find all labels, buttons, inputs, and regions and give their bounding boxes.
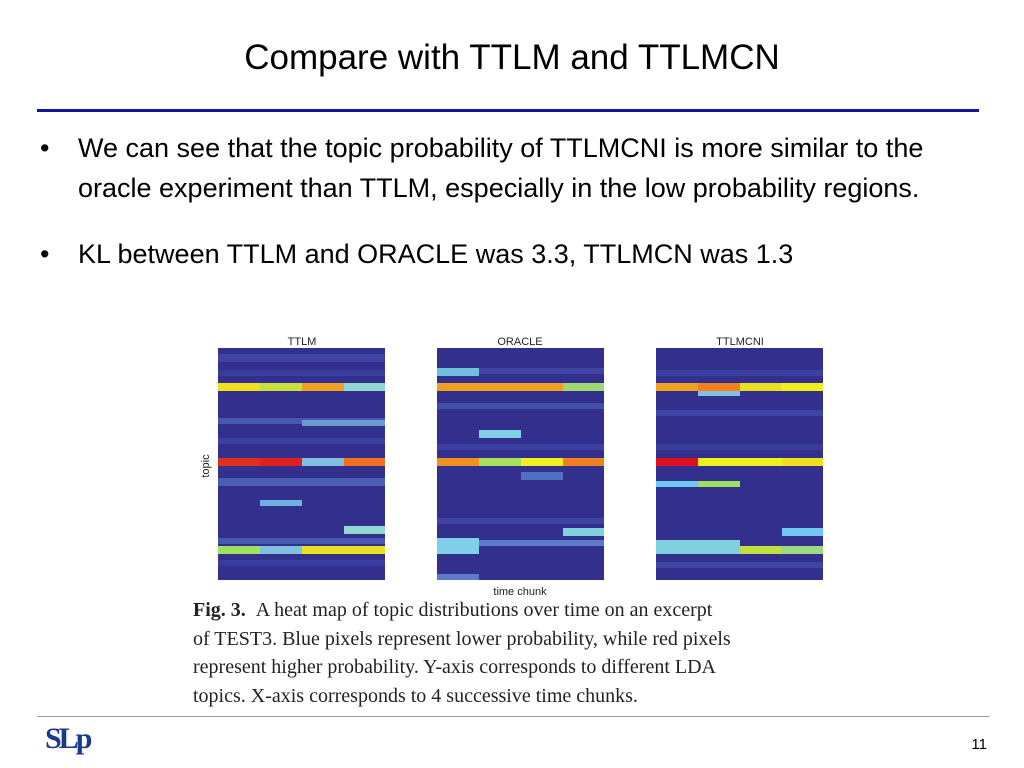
bullet: We can see that the topic probability of… bbox=[38, 128, 998, 208]
caption-line: represent higher probability. Y-axis cor… bbox=[193, 656, 716, 678]
figure-caption: Fig. 3. A heat map of topic distribution… bbox=[193, 596, 731, 710]
page-number: 11 bbox=[971, 736, 987, 753]
panel-title: TTLMCNI bbox=[716, 336, 764, 348]
figure: TTLM ORACLE TTLMCNI topic time chunk bbox=[200, 336, 823, 598]
heatmap bbox=[218, 348, 385, 580]
heatmap bbox=[656, 348, 823, 580]
heatmap bbox=[437, 348, 604, 580]
footer-divider bbox=[37, 716, 989, 717]
caption-text: A heat map of topic distributions over t… bbox=[255, 599, 713, 621]
x-axis-label: time chunk bbox=[493, 586, 547, 598]
caption-line: topics. X-axis corresponds to 4 successi… bbox=[193, 684, 638, 707]
divider bbox=[37, 109, 979, 112]
panel-title: ORACLE bbox=[497, 336, 542, 348]
caption-label: Fig. 3. bbox=[193, 599, 246, 621]
caption-line: Fig. 3. A heat map of topic distribution… bbox=[193, 596, 731, 625]
bullet: KL between TTLM and ORACLE was 3.3, TTLM… bbox=[38, 234, 998, 274]
bullet-list: We can see that the topic probability of… bbox=[38, 128, 998, 300]
y-axis-label: topic bbox=[200, 454, 212, 478]
logo: SLp bbox=[45, 722, 92, 755]
caption-line: of TEST3. Blue pixels represent lower pr… bbox=[193, 627, 731, 650]
slide-title: Compare with TTLM and TTLMCN bbox=[244, 38, 780, 77]
panel-title: TTLM bbox=[288, 336, 317, 348]
